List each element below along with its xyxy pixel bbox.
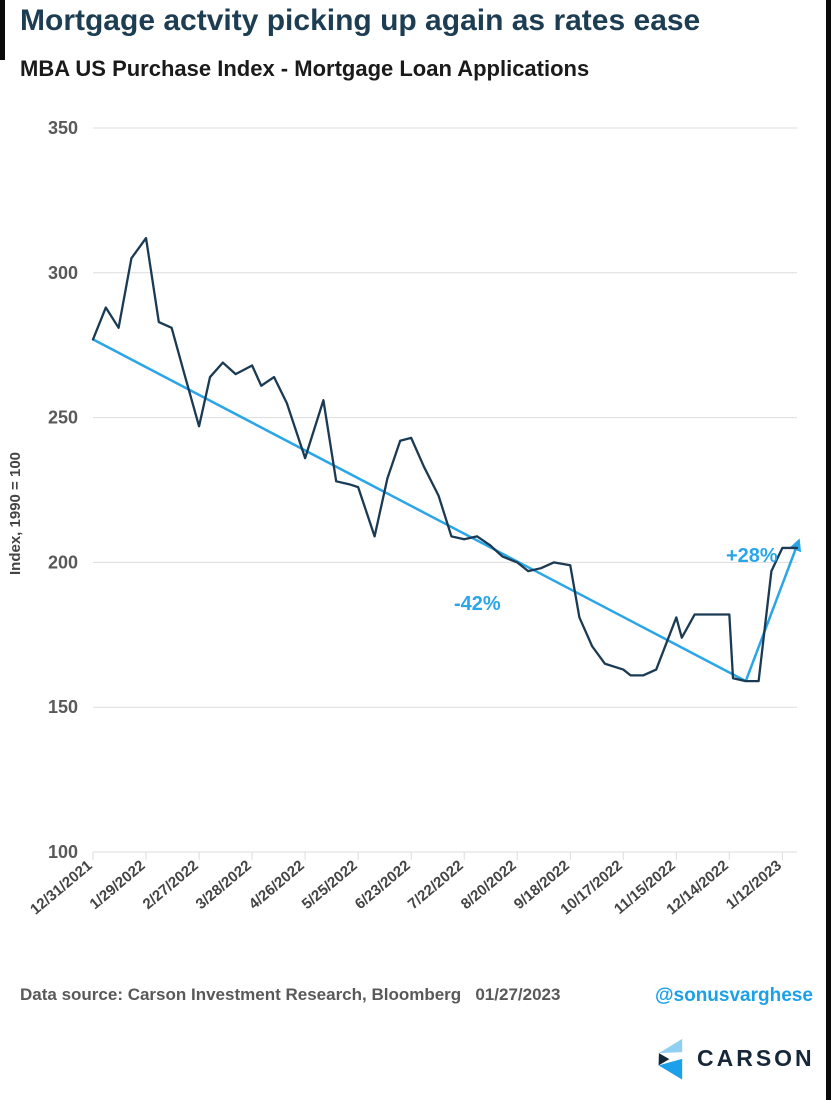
svg-text:250: 250 <box>48 408 78 428</box>
svg-text:3/28/2022: 3/28/2022 <box>193 857 255 913</box>
svg-text:100: 100 <box>48 842 78 862</box>
svg-text:-42%: -42% <box>454 593 501 615</box>
svg-text:150: 150 <box>48 697 78 717</box>
svg-text:1/29/2022: 1/29/2022 <box>87 857 149 913</box>
svg-text:8/20/2022: 8/20/2022 <box>458 857 520 913</box>
svg-text:+28%: +28% <box>726 545 778 567</box>
svg-text:200: 200 <box>48 552 78 572</box>
svg-text:12/31/2021: 12/31/2021 <box>27 857 95 918</box>
svg-text:6/23/2022: 6/23/2022 <box>352 857 414 913</box>
svg-text:CARSON: CARSON <box>697 1045 815 1071</box>
svg-text:5/25/2022: 5/25/2022 <box>299 857 361 913</box>
svg-text:350: 350 <box>48 118 78 138</box>
svg-text:4/26/2022: 4/26/2022 <box>246 857 308 913</box>
svg-text:2/27/2022: 2/27/2022 <box>140 857 202 913</box>
svg-text:7/22/2022: 7/22/2022 <box>405 857 467 913</box>
svg-text:1/12/2023: 1/12/2023 <box>723 857 785 913</box>
svg-text:300: 300 <box>48 263 78 283</box>
svg-text:Index, 1990 = 100: Index, 1990 = 100 <box>7 452 24 575</box>
